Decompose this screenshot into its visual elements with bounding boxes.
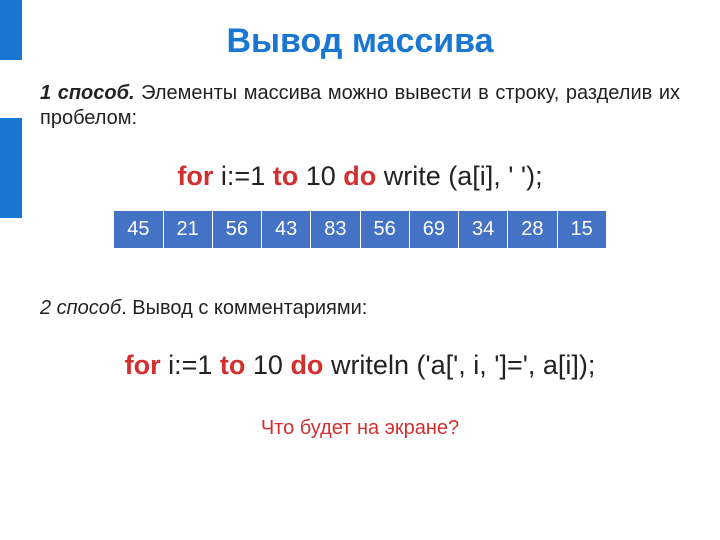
keyword-for: for: [177, 161, 213, 191]
array-table: 45 21 56 43 83 56 69 34 28 15: [113, 210, 607, 249]
method2-lead: 2 способ: [40, 297, 121, 319]
method1-lead: 1 способ.: [40, 82, 135, 104]
keyword-to: to: [273, 161, 298, 191]
code1-seg1: i:=1: [213, 161, 272, 191]
array-cell: 45: [114, 211, 163, 249]
code-line-2: for i:=1 to 10 do writeln ('a[', i, ']='…: [40, 350, 680, 381]
method1-text: 1 способ. Элементы массива можно вывести…: [40, 81, 680, 131]
code-line-1: for i:=1 to 10 do write (a[i], ' ');: [40, 161, 680, 192]
array-cell: 28: [508, 211, 557, 249]
code2-seg1: i:=1: [161, 350, 220, 380]
keyword-do: do: [290, 350, 323, 380]
array-cell: 15: [557, 211, 606, 249]
keyword-do: do: [343, 161, 376, 191]
array-cell: 83: [311, 211, 360, 249]
keyword-for: for: [125, 350, 161, 380]
method2-rest: . Вывод с комментариями:: [121, 297, 367, 319]
table-row: 45 21 56 43 83 56 69 34 28 15: [114, 211, 607, 249]
content: 1 способ. Элементы массива можно вывести…: [0, 61, 720, 440]
code2-seg2: 10: [245, 350, 290, 380]
array-cell: 21: [163, 211, 212, 249]
array-cell: 43: [262, 211, 311, 249]
array-cell: 69: [409, 211, 458, 249]
sidebar-accent-top: [0, 0, 22, 60]
array-cell: 56: [212, 211, 261, 249]
sidebar-accent-bottom: [0, 118, 22, 218]
keyword-to: to: [220, 350, 245, 380]
code1-seg3: write (a[i], ' ');: [376, 161, 542, 191]
method2-text: 2 способ. Вывод с комментариями:: [40, 297, 680, 320]
code1-seg2: 10: [298, 161, 343, 191]
method1-rest: Элементы массива можно вывести в строку,…: [40, 82, 680, 129]
page-title: Вывод массива: [0, 0, 720, 61]
array-cell: 56: [360, 211, 409, 249]
array-cell: 34: [459, 211, 508, 249]
question-text: Что будет на экране?: [40, 417, 680, 440]
code2-seg3: writeln ('a[', i, ']=', a[i]);: [323, 350, 595, 380]
